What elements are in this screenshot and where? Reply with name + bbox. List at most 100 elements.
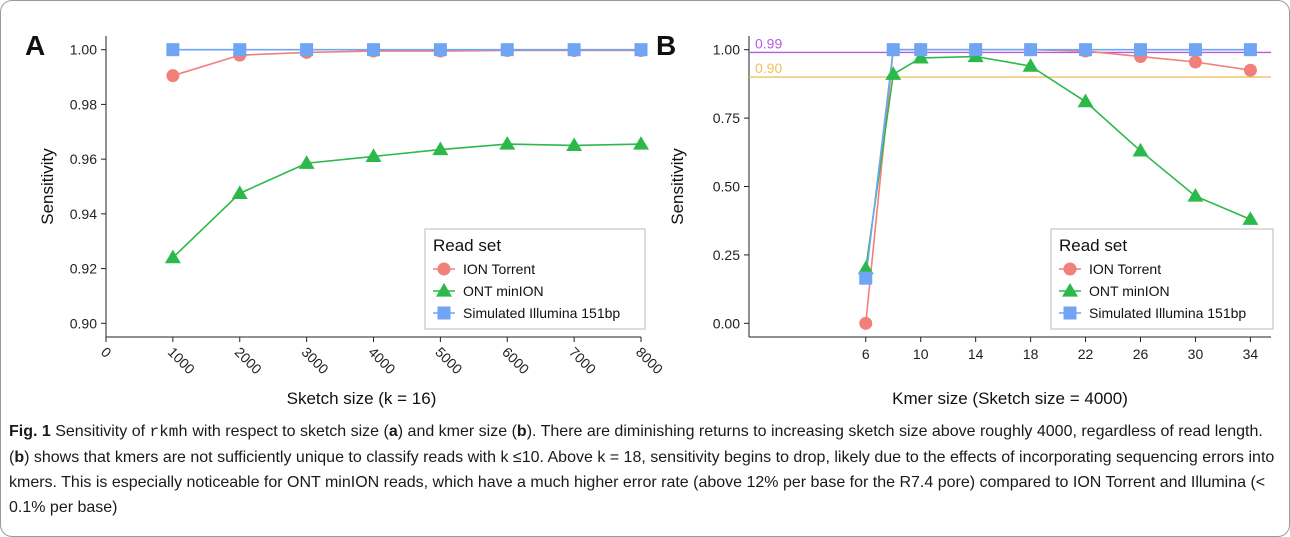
legend-swatch-circle: [437, 262, 451, 276]
legend-item: Simulated Illumina 151bp: [1059, 305, 1246, 321]
x-tick-label: 14: [968, 346, 984, 362]
data-point-circle: [1243, 63, 1257, 77]
chart-legend: Read set ION Torrent ONT minION Simulated I…: [1050, 228, 1274, 330]
legend-box: [1050, 228, 1274, 330]
data-point-square: [367, 43, 380, 57]
chart-legend: Read set ION Torrent ONT minION Simulated I…: [424, 228, 646, 330]
legend-swatch-square: [437, 306, 451, 320]
legend-item: ONT minION: [433, 283, 544, 299]
data-point-triangle: [365, 148, 382, 162]
legend-item: ONT minION: [1059, 283, 1170, 299]
legend-item: ION Torrent: [433, 261, 535, 277]
x-tick-label: 10: [913, 346, 929, 362]
data-point-triangle: [633, 136, 649, 150]
figure-caption: Fig. 1 Sensitivity of rkmh with respect …: [9, 419, 1279, 520]
data-point-triangle: [566, 137, 583, 152]
x-tick-label: 6000: [499, 344, 532, 377]
chart-panel-b: B 0.00 0.25 0.50 0.75 1.00 6 10 14 18 22 26 30 34 Kmer…: [656, 30, 1274, 408]
data-point-square: [914, 43, 928, 57]
x-tick-label: 2000: [232, 344, 265, 377]
data-point-square: [1024, 43, 1038, 57]
x-tick-label: 3000: [299, 344, 332, 377]
y-axis-label: Sensitivity: [38, 148, 57, 225]
chart-panel-a: A 0.90 0.92 0.94 0.96 0.98 1.00 0 1000 2000 3000 40…: [25, 30, 666, 408]
reference-line-label: 0.99: [755, 35, 782, 51]
data-point-triangle: [432, 141, 449, 156]
data-point-triangle: [1187, 188, 1204, 202]
legend-item-label: ION Torrent: [463, 261, 535, 277]
y-tick-label: 0.94: [70, 206, 97, 222]
data-point-triangle: [1077, 93, 1094, 108]
legend-item-label: ONT minION: [463, 283, 544, 299]
data-point-triangle: [912, 49, 929, 64]
legend-box: [424, 228, 646, 330]
caption-ref-b: b: [516, 423, 527, 440]
panel-label: A: [25, 30, 45, 61]
y-tick-label: 0.96: [70, 151, 97, 167]
data-point-triangle: [1242, 211, 1259, 225]
x-tick-label: 6: [862, 346, 870, 362]
x-tick-label: 7000: [566, 344, 599, 377]
y-tick-label: 1.00: [713, 42, 740, 58]
legend-item: ION Torrent: [1059, 261, 1161, 277]
caption-code: rkmh: [149, 423, 188, 441]
legend-title: Read set: [1059, 236, 1127, 255]
data-point-square: [1243, 43, 1257, 57]
x-axis-label: Sketch size (k = 16): [287, 389, 437, 408]
legend-item-label: Simulated Illumina 151bp: [463, 305, 620, 321]
reference-line-label: 0.90: [755, 60, 782, 76]
data-point-square: [567, 43, 581, 57]
series-line-ion-torrent: [172, 49, 641, 77]
data-point-circle: [166, 69, 180, 83]
legend-item-label: ONT minION: [1089, 283, 1170, 299]
y-tick-label: 0.75: [713, 110, 740, 126]
legend-item-label: Simulated Illumina 151bp: [1089, 305, 1246, 321]
x-tick-label: 34: [1243, 346, 1259, 362]
legend-swatch-triangle: [1062, 283, 1078, 297]
data-point-square: [634, 43, 648, 57]
data-point-triangle: [499, 136, 516, 150]
x-tick-label: 22: [1078, 346, 1094, 362]
caption-fig-label: Fig. 1: [9, 423, 51, 440]
x-tick-label: 5000: [432, 344, 465, 377]
figure-charts: A 0.90 0.92 0.94 0.96 0.98 1.00 0 1000 2000 3000 40…: [25, 30, 1274, 408]
x-tick-label: 1000: [165, 344, 198, 377]
data-point-triangle: [298, 155, 315, 169]
data-point-triangle: [1132, 142, 1149, 157]
legend-swatch-square: [1063, 306, 1077, 320]
caption-text-3: ) and kmer size (: [397, 423, 517, 440]
caption-text-4: ). There are diminishing returns to incr…: [9, 423, 1263, 466]
data-point-square: [300, 43, 314, 57]
data-point-square: [859, 271, 873, 285]
data-point-square: [1079, 43, 1093, 57]
caption-text-5: ) shows that kmers are not sufficiently …: [9, 449, 1275, 516]
y-tick-label: 0.50: [713, 179, 740, 195]
data-point-triangle: [857, 260, 874, 275]
data-point-square: [886, 43, 900, 57]
data-point-square: [500, 43, 514, 57]
x-tick-label: 4000: [365, 344, 398, 377]
caption-ref-b-2: b: [14, 449, 25, 466]
data-point-square: [233, 43, 247, 57]
data-point-triangle: [1022, 58, 1039, 72]
y-tick-label: 0.90: [70, 315, 97, 331]
x-tick-label: 18: [1023, 346, 1039, 362]
x-tick-label: 0: [98, 344, 115, 361]
legend-item-label: ION Torrent: [1089, 261, 1161, 277]
caption-ref-a: a: [388, 423, 398, 440]
data-point-square: [1134, 43, 1147, 57]
caption-text-1: Sensitivity of: [50, 423, 150, 440]
data-point-square: [166, 43, 180, 57]
data-point-triangle: [164, 249, 181, 264]
caption-text-2: with respect to sketch size (: [187, 423, 389, 440]
y-tick-label: 0.00: [713, 315, 740, 331]
data-point-circle: [1188, 55, 1202, 69]
x-tick-label: 30: [1188, 346, 1204, 362]
data-point-triangle: [231, 185, 248, 199]
legend-swatch-circle: [1063, 262, 1077, 276]
x-axis-label: Kmer size (Sketch size = 4000): [892, 389, 1128, 408]
y-tick-label: 0.98: [70, 96, 97, 112]
legend-item: Simulated Illumina 151bp: [433, 305, 620, 321]
data-point-square: [1188, 43, 1202, 57]
